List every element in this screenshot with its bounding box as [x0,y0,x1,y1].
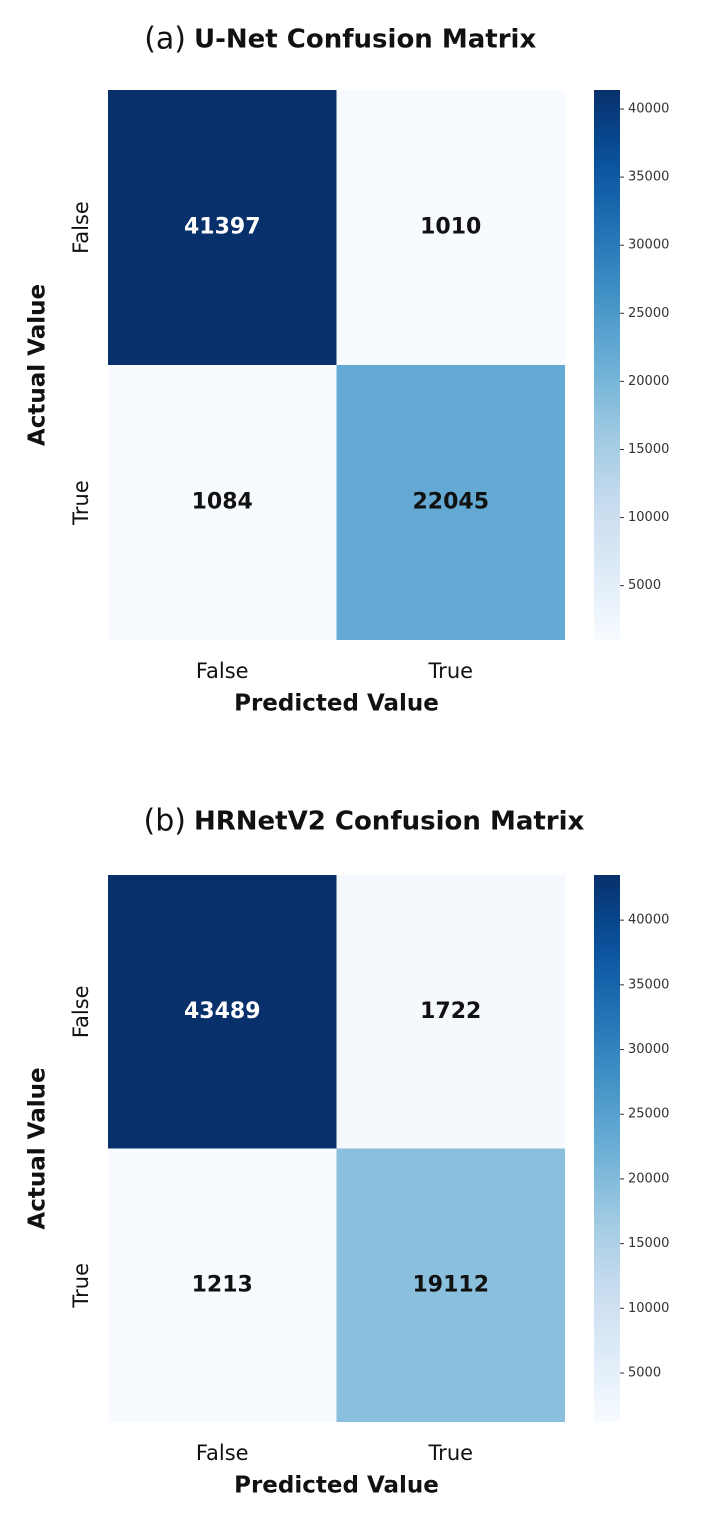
x-axis-label: Predicted Value [234,691,439,717]
y-tick-label: False [69,985,93,1038]
y-tick-label: False [69,201,93,254]
y-axis-label: Actual Value [25,1067,51,1229]
colorbar-tick-label: 25000 [628,306,669,321]
colorbar-tick-label: 15000 [628,1236,669,1251]
colorbar-tick-label: 30000 [628,238,669,253]
heatmap-cell [336,1148,565,1422]
y-tick-label: True [69,1263,93,1309]
cell-value: 1084 [192,490,253,515]
colorbar-tick-label: 30000 [628,1042,669,1057]
cell-value: 43489 [184,999,261,1024]
heatmap-cell [336,90,565,365]
colorbar [594,875,620,1422]
colorbar-tick-label: 25000 [628,1107,669,1122]
chart-title: HRNetV2 Confusion Matrix [194,807,585,837]
cell-value: 1010 [420,215,481,240]
x-tick-label: True [427,659,473,683]
colorbar-tick-label: 20000 [628,1171,669,1186]
panel-label: (b) [144,804,186,839]
chart-title: U-Net Confusion Matrix [194,25,536,55]
colorbar-tick-label: 15000 [628,442,669,457]
heatmap-cell [108,875,337,1149]
cell-value: 19112 [412,1272,489,1297]
colorbar-tick-label: 5000 [628,578,661,593]
colorbar [594,90,620,640]
colorbar-tick-label: 35000 [628,170,669,185]
x-tick-label: True [427,1441,473,1465]
colorbar-tick-label: 20000 [628,374,669,389]
heatmap-cell [108,1148,337,1422]
panel-label: (a) [144,22,186,57]
cell-value: 1213 [192,1272,253,1297]
colorbar-tick-label: 40000 [628,913,669,928]
cell-value: 41397 [184,215,261,240]
y-axis-label: Actual Value [25,284,51,446]
heatmap-cell [108,365,337,640]
colorbar-tick-label: 10000 [628,510,669,525]
heatmap-cell [108,90,337,365]
cell-value: 22045 [412,490,489,515]
cell-value: 1722 [420,999,481,1024]
x-tick-label: False [196,659,249,683]
colorbar-tick-label: 10000 [628,1301,669,1316]
x-tick-label: False [196,1441,249,1465]
y-tick-label: True [69,480,93,526]
x-axis-label: Predicted Value [234,1473,439,1499]
colorbar-tick-label: 35000 [628,977,669,992]
colorbar-tick-label: 5000 [628,1366,661,1381]
colorbar-tick-label: 40000 [628,102,669,117]
heatmap-cell [336,365,565,640]
heatmap-cell [336,875,565,1149]
